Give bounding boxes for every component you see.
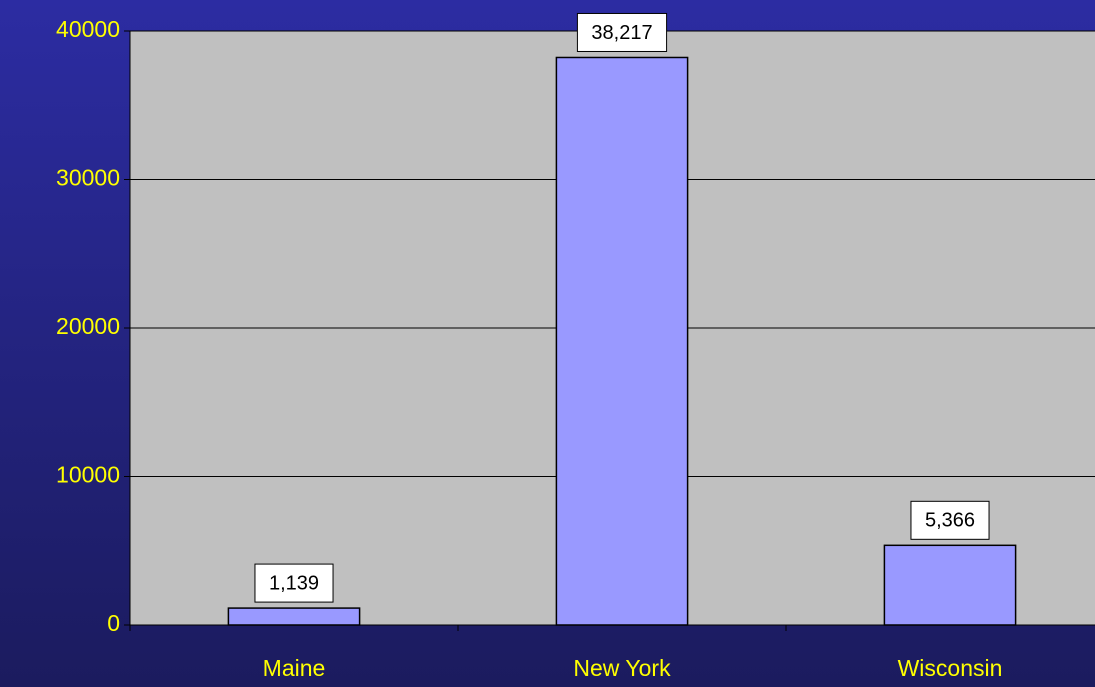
x-tick-label: Wisconsin — [898, 655, 1003, 681]
value-label: 38,217 — [591, 22, 652, 44]
value-label-box — [576, 12, 668, 52]
x-tick-label: New York — [573, 655, 671, 681]
value-label-box — [910, 500, 990, 540]
y-tick-label: 0 — [107, 610, 120, 636]
bar — [227, 607, 361, 626]
y-tick-label: 20000 — [56, 313, 120, 339]
value-label: 5,366 — [925, 510, 975, 532]
x-tick-label: Maine — [263, 655, 326, 681]
bar — [555, 56, 689, 626]
y-tick-label: 40000 — [56, 16, 120, 42]
value-label: 1,139 — [269, 572, 319, 594]
y-tick-label: 10000 — [56, 462, 120, 488]
y-tick-label: 30000 — [56, 165, 120, 191]
bar — [883, 544, 1017, 626]
value-label-box — [254, 563, 334, 603]
